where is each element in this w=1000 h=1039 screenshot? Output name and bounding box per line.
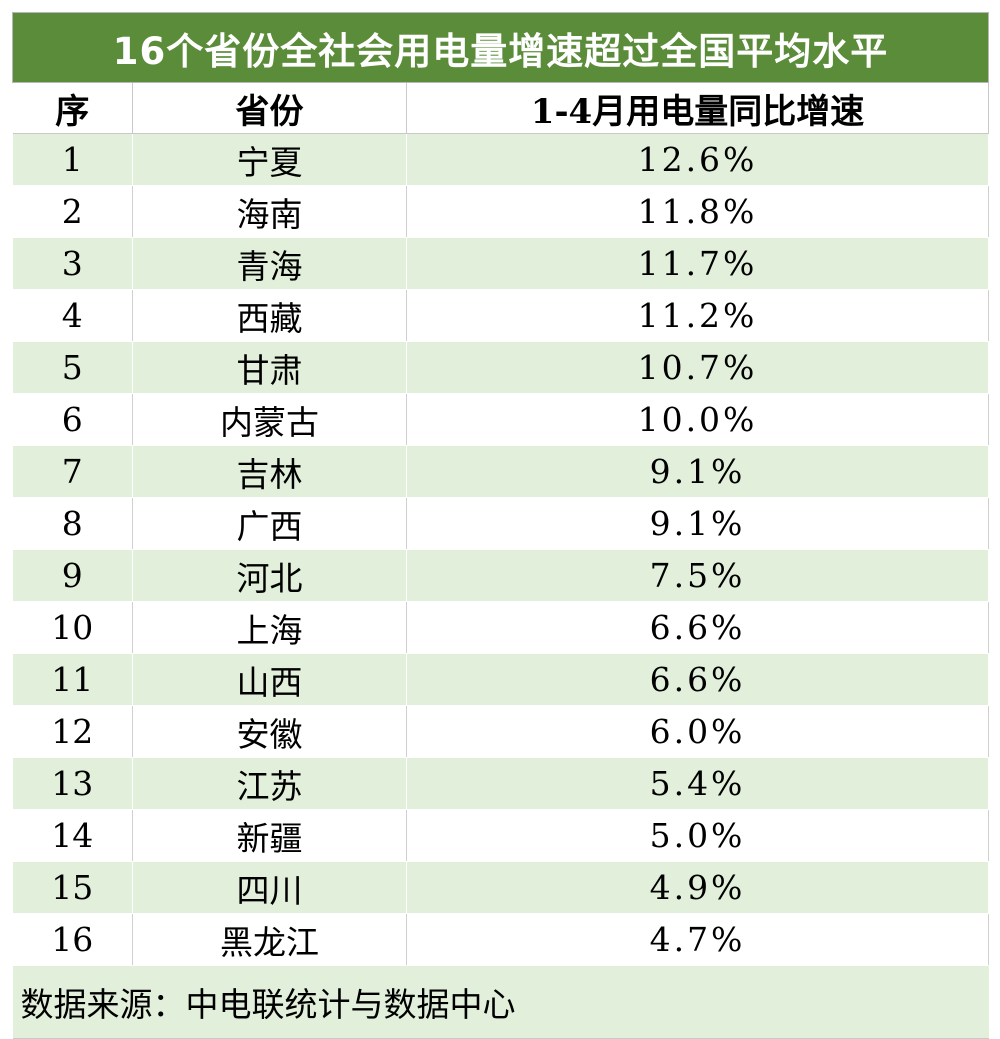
rank-cell: 12	[12, 705, 133, 758]
table-row: 12 安徽 6.0%	[12, 705, 990, 758]
growth-cell: 4.7%	[406, 913, 990, 966]
province-cell: 青海	[132, 237, 407, 290]
table-row: 8 广西 9.1%	[12, 497, 990, 550]
growth-cell: 7.5%	[406, 549, 990, 602]
growth-cell: 10.0%	[406, 393, 990, 446]
province-cell: 宁夏	[132, 133, 407, 186]
rank-cell: 15	[12, 861, 133, 914]
growth-cell: 4.9%	[406, 861, 990, 914]
growth-cell: 9.1%	[406, 497, 990, 550]
growth-cell: 6.6%	[406, 601, 990, 654]
province-cell: 江苏	[132, 757, 407, 810]
data-source-note: 数据来源：中电联统计与数据中心	[12, 965, 989, 1039]
table-row: 1 宁夏 12.6%	[12, 133, 990, 186]
province-cell: 上海	[132, 601, 407, 654]
rank-cell: 9	[12, 549, 133, 602]
table-row: 15 四川 4.9%	[12, 861, 990, 914]
rank-cell: 6	[12, 393, 133, 446]
province-cell: 内蒙古	[132, 393, 407, 446]
growth-cell: 6.6%	[406, 653, 990, 706]
rank-cell: 10	[12, 601, 133, 654]
growth-cell: 5.0%	[406, 809, 990, 862]
table-row: 6 内蒙古 10.0%	[12, 393, 990, 446]
rank-cell: 3	[12, 237, 133, 290]
province-cell: 黑龙江	[132, 913, 407, 966]
header-rank: 序	[12, 82, 133, 134]
header-province: 省份	[132, 82, 407, 134]
growth-cell: 11.2%	[406, 289, 990, 342]
province-cell: 山西	[132, 653, 407, 706]
table-row: 2 海南 11.8%	[12, 185, 990, 238]
table-row: 4 西藏 11.2%	[12, 289, 990, 342]
province-cell: 海南	[132, 185, 407, 238]
province-cell: 吉林	[132, 445, 407, 498]
table-row: 10 上海 6.6%	[12, 601, 990, 654]
growth-cell: 12.6%	[406, 133, 990, 186]
growth-cell: 6.0%	[406, 705, 990, 758]
province-cell: 广西	[132, 497, 407, 550]
table-row: 11 山西 6.6%	[12, 653, 990, 706]
growth-cell: 10.7%	[406, 341, 990, 394]
table-body: 1 宁夏 12.6% 2 海南 11.8% 3 青海 11.7% 4 西藏 11…	[12, 133, 990, 966]
province-cell: 四川	[132, 861, 407, 914]
header-growth: 1-4月用电量同比增速	[406, 82, 990, 134]
growth-cell: 11.7%	[406, 237, 990, 290]
table-row: 7 吉林 9.1%	[12, 445, 990, 498]
province-cell: 新疆	[132, 809, 407, 862]
rank-cell: 11	[12, 653, 133, 706]
table-row: 16 黑龙江 4.7%	[12, 913, 990, 966]
table-row: 14 新疆 5.0%	[12, 809, 990, 862]
table-row: 3 青海 11.7%	[12, 237, 990, 290]
growth-cell: 9.1%	[406, 445, 990, 498]
growth-cell: 5.4%	[406, 757, 990, 810]
rank-cell: 7	[12, 445, 133, 498]
rank-cell: 2	[12, 185, 133, 238]
rank-cell: 8	[12, 497, 133, 550]
rank-cell: 5	[12, 341, 133, 394]
table-row: 13 江苏 5.4%	[12, 757, 990, 810]
province-cell: 安徽	[132, 705, 407, 758]
data-table: 16个省份全社会用电量增速超过全国平均水平 序 省份 1-4月用电量同比增速 1…	[11, 12, 990, 1039]
rank-cell: 16	[12, 913, 133, 966]
table-row: 9 河北 7.5%	[12, 549, 990, 602]
province-cell: 甘肃	[132, 341, 407, 394]
table-title: 16个省份全社会用电量增速超过全国平均水平	[11, 12, 990, 83]
rank-cell: 1	[12, 133, 133, 186]
rank-cell: 13	[12, 757, 133, 810]
growth-cell: 11.8%	[406, 185, 990, 238]
rank-cell: 14	[12, 809, 133, 862]
rank-cell: 4	[12, 289, 133, 342]
province-cell: 河北	[132, 549, 407, 602]
province-cell: 西藏	[132, 289, 407, 342]
table-row: 5 甘肃 10.7%	[12, 341, 990, 394]
